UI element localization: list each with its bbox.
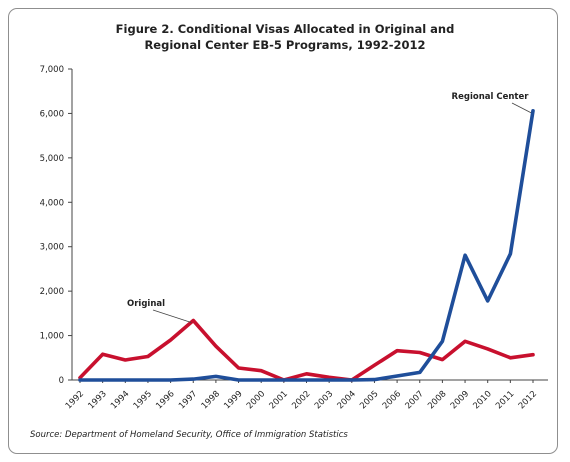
data-point-original (328, 376, 330, 378)
data-point-regional-center (396, 375, 398, 377)
data-point-regional-center (215, 375, 217, 377)
annotations: Original Regional Center (127, 92, 532, 323)
x-tick-label: 2004 (336, 389, 358, 411)
x-tick-label: 2008 (426, 389, 448, 411)
data-point-regional-center (306, 379, 307, 381)
x-tick-label: 2007 (403, 389, 425, 411)
chart-title-line2: Regional Center EB-5 Programs, 1992-2012 (144, 38, 426, 52)
x-tick-label: 2006 (381, 389, 403, 411)
data-point-regional-center (419, 371, 421, 373)
data-point-regional-center (102, 379, 104, 381)
data-point-original (79, 377, 81, 379)
x-tick-label: 1995 (132, 389, 154, 411)
x-tick-label: 1997 (177, 389, 199, 411)
chart-title-line1: Figure 2. Conditional Visas Allocated in… (115, 22, 455, 36)
data-point-original (147, 355, 149, 357)
data-point-original (487, 348, 489, 350)
data-point-regional-center (79, 379, 81, 381)
series-lines (78, 109, 535, 382)
data-point-original (509, 357, 511, 359)
annotation-leader (511, 102, 532, 114)
data-point-regional-center (170, 379, 172, 381)
y-tick-label: 4,000 (40, 198, 64, 208)
y-tick-label: 7,000 (40, 65, 64, 75)
x-tick-label: 2002 (290, 389, 312, 411)
x-tick-label: 2001 (268, 389, 290, 411)
data-point-regional-center (464, 254, 466, 256)
x-tick-label: 2012 (517, 389, 539, 411)
annotation-leader (152, 309, 192, 323)
x-tick-label: 2010 (471, 389, 493, 411)
chart-title: Figure 2. Conditional Visas Allocated in… (0, 21, 570, 53)
data-point-regional-center (351, 379, 353, 381)
series-line-original (78, 318, 535, 382)
x-tick-label: 1998 (200, 389, 222, 411)
y-tick-label: 2,000 (40, 287, 64, 297)
y-tick-label: 3,000 (40, 243, 64, 253)
data-point-regional-center (509, 253, 511, 255)
annotation-label: Regional Center (452, 92, 530, 102)
data-point-regional-center (373, 379, 375, 381)
data-point-original (532, 354, 534, 356)
data-point-original (238, 367, 240, 369)
x-tick-label: 2009 (449, 389, 471, 411)
x-tick-label: 1993 (86, 389, 108, 411)
data-point-regional-center (328, 379, 330, 381)
data-point-regional-center (441, 340, 443, 342)
data-point-regional-center (487, 300, 489, 302)
y-tick-label: 1,000 (40, 332, 64, 342)
data-point-regional-center (260, 379, 262, 381)
y-tick-label: 0 (59, 376, 64, 386)
data-point-original (373, 364, 375, 366)
data-point-original (124, 359, 126, 361)
x-tick-label: 2003 (313, 389, 335, 411)
data-point-original (441, 359, 443, 361)
y-tick-label: 6,000 (40, 109, 64, 119)
x-tick-label: 1994 (109, 389, 131, 411)
data-point-original (464, 340, 466, 342)
x-ticks: 1992 1993 1994 1995 1996 1997 1998 1999 2000 2001… (64, 380, 539, 411)
x-tick-label: 1999 (222, 389, 244, 411)
x-tick-label: 1996 (154, 389, 176, 411)
data-point-regional-center (147, 379, 149, 381)
y-tick-label: 5,000 (40, 154, 64, 164)
data-point-original (419, 351, 421, 353)
data-point-regional-center (124, 379, 126, 381)
source-note: Source: Department of Homeland Security,… (30, 430, 348, 440)
y-ticks: 0 1,000 2,000 3,000 4,000 5,000 6,000 7,000 (40, 65, 72, 386)
data-point-original (260, 370, 262, 372)
x-tick-label: 2011 (494, 389, 516, 411)
x-tick-label: 2000 (245, 389, 267, 411)
data-point-original (192, 319, 194, 321)
x-tick-label: 1992 (64, 389, 86, 411)
data-point-original (102, 353, 104, 355)
data-point-regional-center (532, 110, 534, 112)
data-point-regional-center (283, 379, 285, 381)
data-point-original (215, 345, 217, 347)
annotation-label: Original (127, 299, 165, 309)
data-point-original (396, 350, 398, 352)
x-tick-label: 2005 (358, 389, 380, 411)
data-point-regional-center (238, 379, 240, 381)
data-point-original (306, 373, 307, 375)
data-point-regional-center (192, 378, 194, 380)
data-point-original (170, 339, 172, 341)
